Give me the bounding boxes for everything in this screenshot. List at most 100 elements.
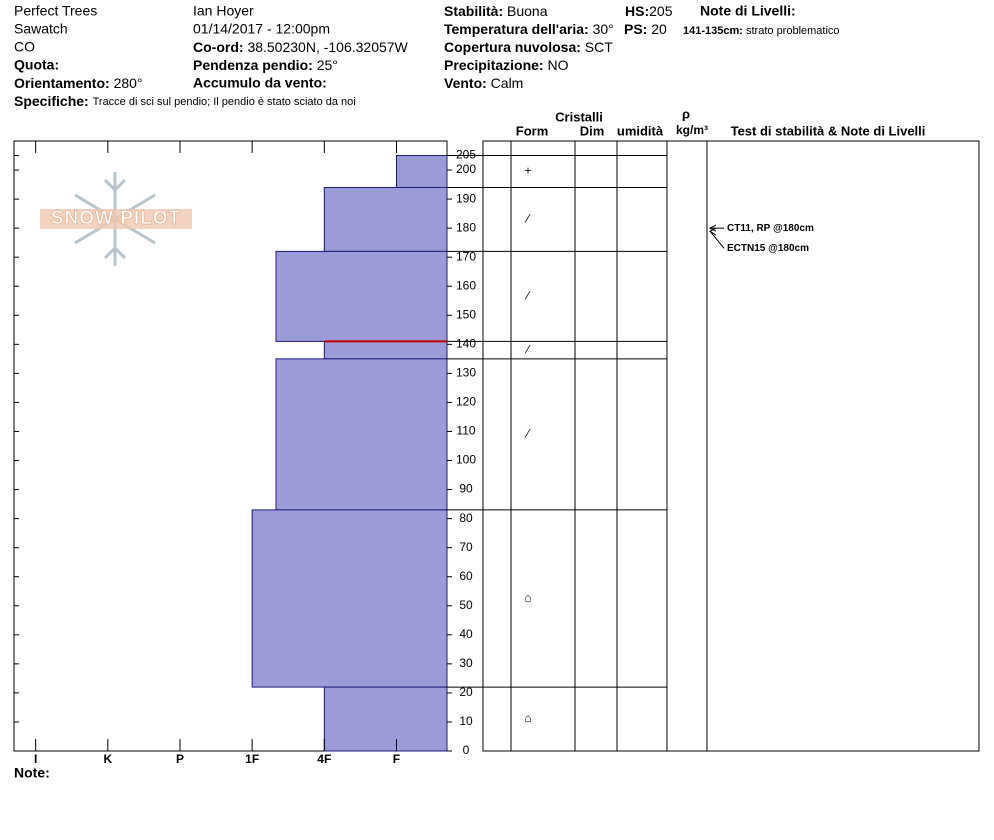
- value: 30°: [593, 21, 614, 37]
- y-tick-label: 190: [456, 191, 476, 205]
- label: Specifiche:: [14, 93, 89, 109]
- x-tick-label: K: [103, 752, 112, 766]
- layer-bar: [323, 686, 448, 752]
- layer-bar: [395, 155, 448, 188]
- y-tick-label: 70: [459, 540, 473, 554]
- y-tick-label: 200: [456, 162, 476, 176]
- x-tick-label: I: [34, 752, 37, 766]
- header-rho: ρ: [682, 106, 690, 121]
- copertura: Copertura nuvolosa: SCT: [444, 39, 613, 55]
- value: Calm: [491, 75, 524, 91]
- grain-form: ⁄: [524, 427, 531, 441]
- ps: PS: 20: [624, 21, 667, 37]
- grain-form: +: [524, 164, 531, 178]
- temperatura: Temperatura dell'aria: 30°: [444, 21, 614, 37]
- header-cristalli: Cristalli: [555, 109, 603, 124]
- layer-bar: [251, 509, 448, 688]
- grain-form: ⌂: [524, 591, 531, 605]
- test-label: CT11, RP @180cm: [727, 223, 814, 234]
- header-tests: Test di stabilità & Note di Livelli: [731, 123, 926, 138]
- site: Perfect Trees: [14, 3, 97, 19]
- logo-band: [40, 209, 192, 229]
- state: CO: [14, 39, 35, 55]
- y-tick-label: 40: [459, 627, 473, 641]
- x-tick-label: 1F: [245, 752, 259, 766]
- arrow-head: [708, 224, 717, 232]
- table-frame: [482, 140, 980, 752]
- accumulo: Accumulo da vento:: [193, 75, 327, 91]
- value: Buona: [507, 3, 548, 19]
- layer-bar: [275, 358, 448, 511]
- label: HS:: [625, 3, 649, 19]
- label: Temperatura dell'aria:: [444, 21, 589, 37]
- grain-form: ⌂: [524, 711, 531, 725]
- label: Stabilità:: [444, 3, 503, 19]
- y-tick-label: 140: [456, 337, 476, 351]
- test-label: ECTN15 @180cm: [727, 243, 809, 254]
- y-tick-label: 160: [456, 278, 476, 292]
- y-tick-label: 130: [456, 366, 476, 380]
- value: 38.50230N, -106.32057W: [247, 39, 408, 55]
- coord: Co-ord: 38.50230N, -106.32057W: [193, 39, 409, 55]
- pendenza: Pendenza pendio: 25°: [193, 57, 338, 73]
- vento: Vento: Calm: [444, 75, 523, 91]
- header-dim: Dim: [580, 123, 605, 138]
- value: 20: [651, 21, 667, 37]
- arrow-head: [709, 227, 717, 236]
- y-tick-label: 205: [456, 148, 476, 162]
- y-tick-label: 10: [459, 714, 473, 728]
- label: PS:: [624, 21, 647, 37]
- stabilita: Stabilità: Buona: [444, 3, 548, 19]
- header-umidita: umidità: [617, 123, 664, 138]
- label: Vento:: [444, 75, 487, 91]
- test-arrow: [709, 230, 725, 249]
- note-livelli: Note di Livelli:: [700, 3, 796, 19]
- layer-note: 141-135cm: strato problematico: [683, 25, 840, 37]
- quota: Quota:: [14, 57, 59, 73]
- y-tick-label: 90: [459, 482, 473, 496]
- y-tick-label: 150: [456, 307, 476, 321]
- grain-form: ⁄: [524, 212, 531, 226]
- table-columns: [510, 141, 708, 751]
- y-tick-label: 20: [459, 685, 473, 699]
- y-tick-label: 170: [456, 249, 476, 263]
- x-tick-label: P: [176, 752, 184, 766]
- value: 205: [649, 3, 673, 19]
- label: 141-135cm:: [683, 25, 743, 37]
- range: Sawatch: [14, 21, 68, 37]
- layer-bar: [275, 250, 448, 342]
- label: Co-ord:: [193, 39, 244, 55]
- label: Precipitazione:: [444, 57, 544, 73]
- grain-form: ⁄: [524, 289, 531, 303]
- observer: Ian Hoyer: [193, 3, 254, 19]
- label: Copertura nuvolosa:: [444, 39, 581, 55]
- header-form: Form: [516, 123, 549, 138]
- value: strato problematico: [746, 25, 840, 37]
- label: Pendenza pendio:: [193, 57, 313, 73]
- x-tick-label: F: [393, 752, 400, 766]
- logo: SNOW PILOT: [51, 208, 181, 229]
- layer-bar: [323, 340, 448, 360]
- orientamento: Orientamento: 280°: [14, 75, 143, 91]
- header-density-unit: kg/m³: [676, 123, 708, 137]
- grain-form: ⁄: [524, 342, 531, 356]
- value: 280°: [114, 75, 143, 91]
- y-tick-label: 30: [459, 656, 473, 670]
- y-tick-label: 60: [459, 569, 473, 583]
- hs: HS:205: [625, 3, 673, 19]
- y-tick-label: 50: [459, 598, 473, 612]
- specifiche: Specifiche: Tracce di sci sul pendio; Il…: [14, 93, 356, 109]
- value: SCT: [585, 39, 613, 55]
- x-tick-label: 4F: [317, 752, 331, 766]
- y-tick-label: 80: [459, 511, 473, 525]
- y-tick-label: 180: [456, 220, 476, 234]
- value: NO: [547, 57, 568, 73]
- note: Note:: [14, 765, 50, 781]
- layer-bar: [323, 186, 448, 252]
- precipitazione: Precipitazione: NO: [444, 57, 569, 73]
- label: Orientamento:: [14, 75, 110, 91]
- y-tick-label: 100: [456, 453, 476, 467]
- y-tick-label: 120: [456, 395, 476, 409]
